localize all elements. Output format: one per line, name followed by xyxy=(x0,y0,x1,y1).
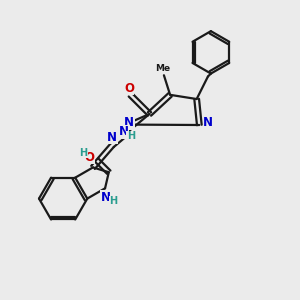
Text: O: O xyxy=(84,151,94,164)
Text: N: N xyxy=(118,125,129,138)
Text: Me: Me xyxy=(155,64,170,73)
Text: O: O xyxy=(124,82,134,95)
Text: N: N xyxy=(203,116,213,129)
Text: N: N xyxy=(107,130,117,144)
Text: N: N xyxy=(101,191,111,204)
Text: H: H xyxy=(79,148,88,158)
Text: H: H xyxy=(127,131,135,141)
Text: N: N xyxy=(124,116,134,129)
Text: H: H xyxy=(109,196,117,206)
